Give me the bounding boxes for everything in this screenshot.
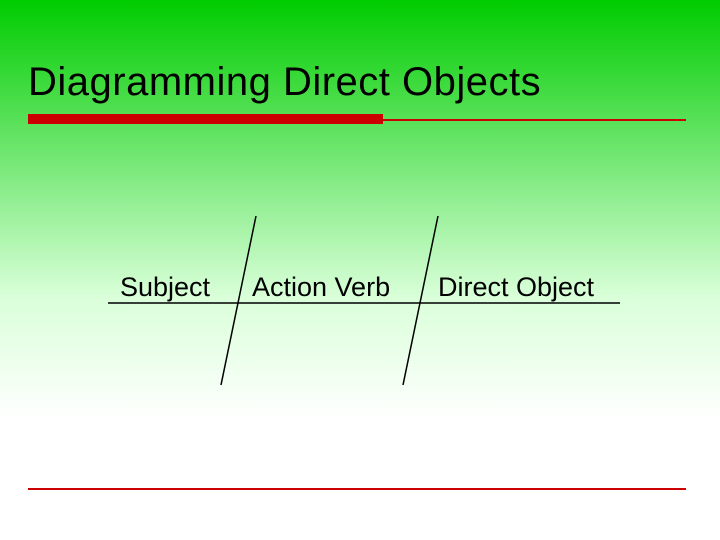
footer-rule	[28, 488, 686, 490]
verb-object-divider	[403, 216, 438, 385]
sentence-diagram	[0, 0, 720, 540]
action-verb-label: Action Verb	[252, 272, 390, 303]
subject-label: Subject	[120, 272, 210, 303]
direct-object-label: Direct Object	[438, 272, 594, 303]
subject-verb-divider	[221, 216, 256, 385]
slide: Diagramming Direct Objects Subject Actio…	[0, 0, 720, 540]
